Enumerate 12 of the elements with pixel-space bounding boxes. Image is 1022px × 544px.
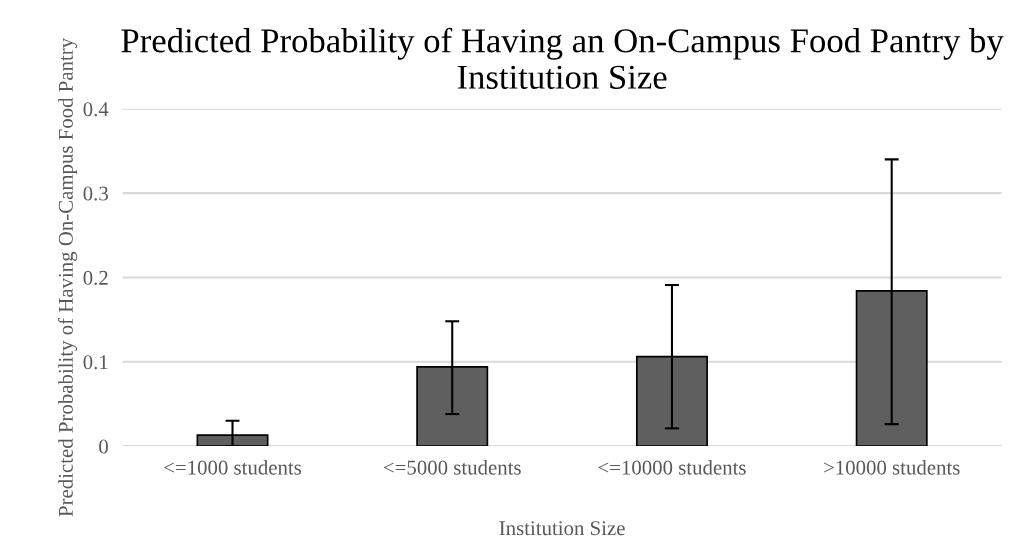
y-tick-label: 0.2 — [83, 270, 108, 285]
y-tick-label: 0.1 — [83, 355, 108, 370]
chart-title: Predicted Probability of Having an On-Campus Food Pantry by Institution Size — [121, 27, 1004, 89]
x-tick-label: <=5000 students — [383, 459, 521, 475]
y-tick-label: 0.4 — [83, 102, 109, 117]
y-tick-label: 0 — [99, 439, 108, 454]
y-axis-title: Predicted Probability of Having On-Campus Food Pantry — [57, 37, 78, 517]
y-tick-label: 0.3 — [83, 186, 108, 201]
x-tick-label: <=10000 students — [598, 459, 746, 475]
x-axis-title: Institution Size — [499, 521, 625, 536]
x-tick-label: >10000 students — [824, 459, 960, 475]
x-tick-label: <=1000 students — [164, 459, 302, 475]
